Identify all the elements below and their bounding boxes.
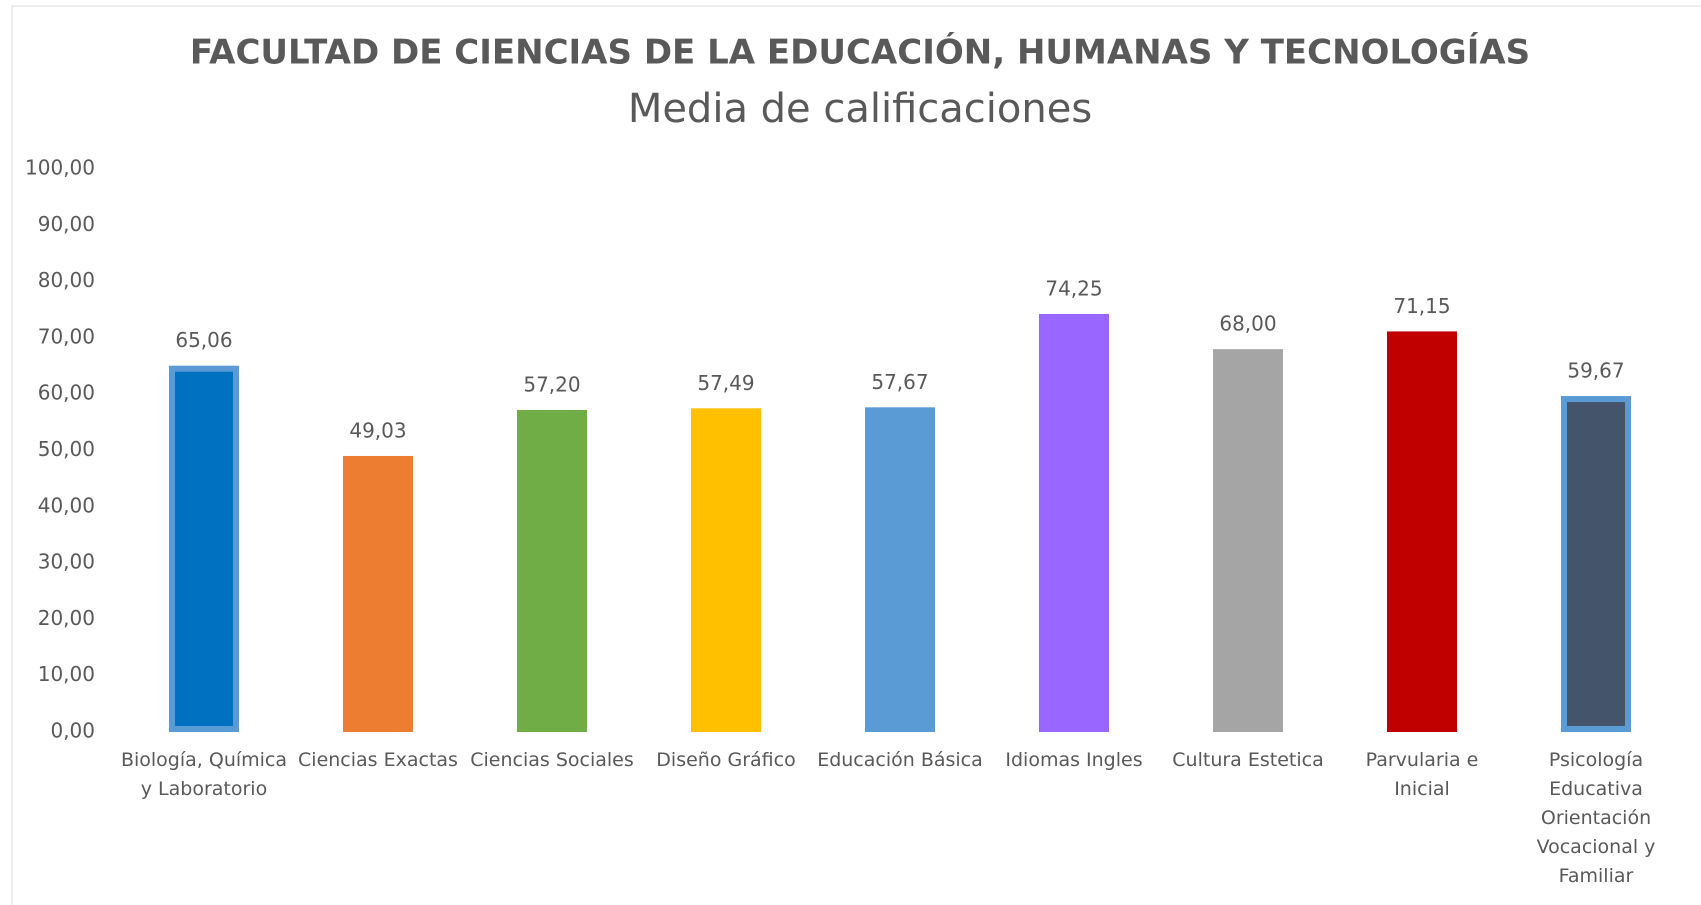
data-label: 74,25 [1045, 276, 1102, 300]
bar [343, 455, 413, 732]
y-tick-label: 0,00 [50, 719, 95, 743]
y-tick-label: 30,00 [38, 550, 95, 574]
x-tick-label: Ciencias Sociales [470, 749, 634, 771]
x-tick-label: Biología, Química y Laboratorio [120, 749, 288, 800]
bar [1387, 331, 1457, 732]
x-tick-label: Idiomas Ingles [1005, 749, 1143, 771]
data-label: 65,06 [175, 328, 232, 352]
data-label: 68,00 [1219, 312, 1276, 336]
bar [865, 407, 935, 732]
y-tick-label: 90,00 [38, 212, 95, 236]
y-tick-label: 70,00 [38, 324, 95, 348]
x-tick-label: Ciencias Exactas [298, 749, 458, 771]
bar [1213, 349, 1283, 732]
chart-border [11, 5, 1701, 905]
y-tick-label: 10,00 [38, 662, 95, 686]
data-label: 49,03 [349, 418, 406, 442]
y-tick-label: 50,00 [38, 437, 95, 461]
bar [1039, 313, 1109, 732]
data-label: 57,49 [697, 371, 754, 395]
bar [691, 408, 761, 732]
y-tick-label: 80,00 [38, 268, 95, 292]
chart-title: FACULTAD DE CIENCIAS DE LA EDUCACIÓN, HU… [190, 32, 1530, 73]
data-label: 57,67 [871, 370, 928, 394]
x-tick-label: Parvularia e Inicial [1365, 749, 1479, 800]
bar [1561, 396, 1631, 732]
bar [517, 409, 587, 732]
chart-subtitle: Media de calificaciones [628, 86, 1092, 132]
data-label: 57,20 [523, 372, 580, 396]
bar [169, 365, 239, 732]
y-tick-label: 60,00 [38, 381, 95, 405]
data-label: 59,67 [1567, 359, 1624, 383]
x-tick-label: Cultura Estetica [1172, 749, 1324, 771]
y-tick-label: 100,00 [25, 156, 95, 180]
x-tick-label: Educación Básica [817, 749, 983, 771]
data-label: 71,15 [1393, 294, 1450, 318]
y-tick-label: 20,00 [38, 606, 95, 630]
x-tick-label: Psicología Educativa Orientación Vocacio… [1536, 749, 1656, 887]
x-tick-label: Diseño Gráfico [656, 749, 796, 771]
y-tick-label: 40,00 [38, 493, 95, 517]
